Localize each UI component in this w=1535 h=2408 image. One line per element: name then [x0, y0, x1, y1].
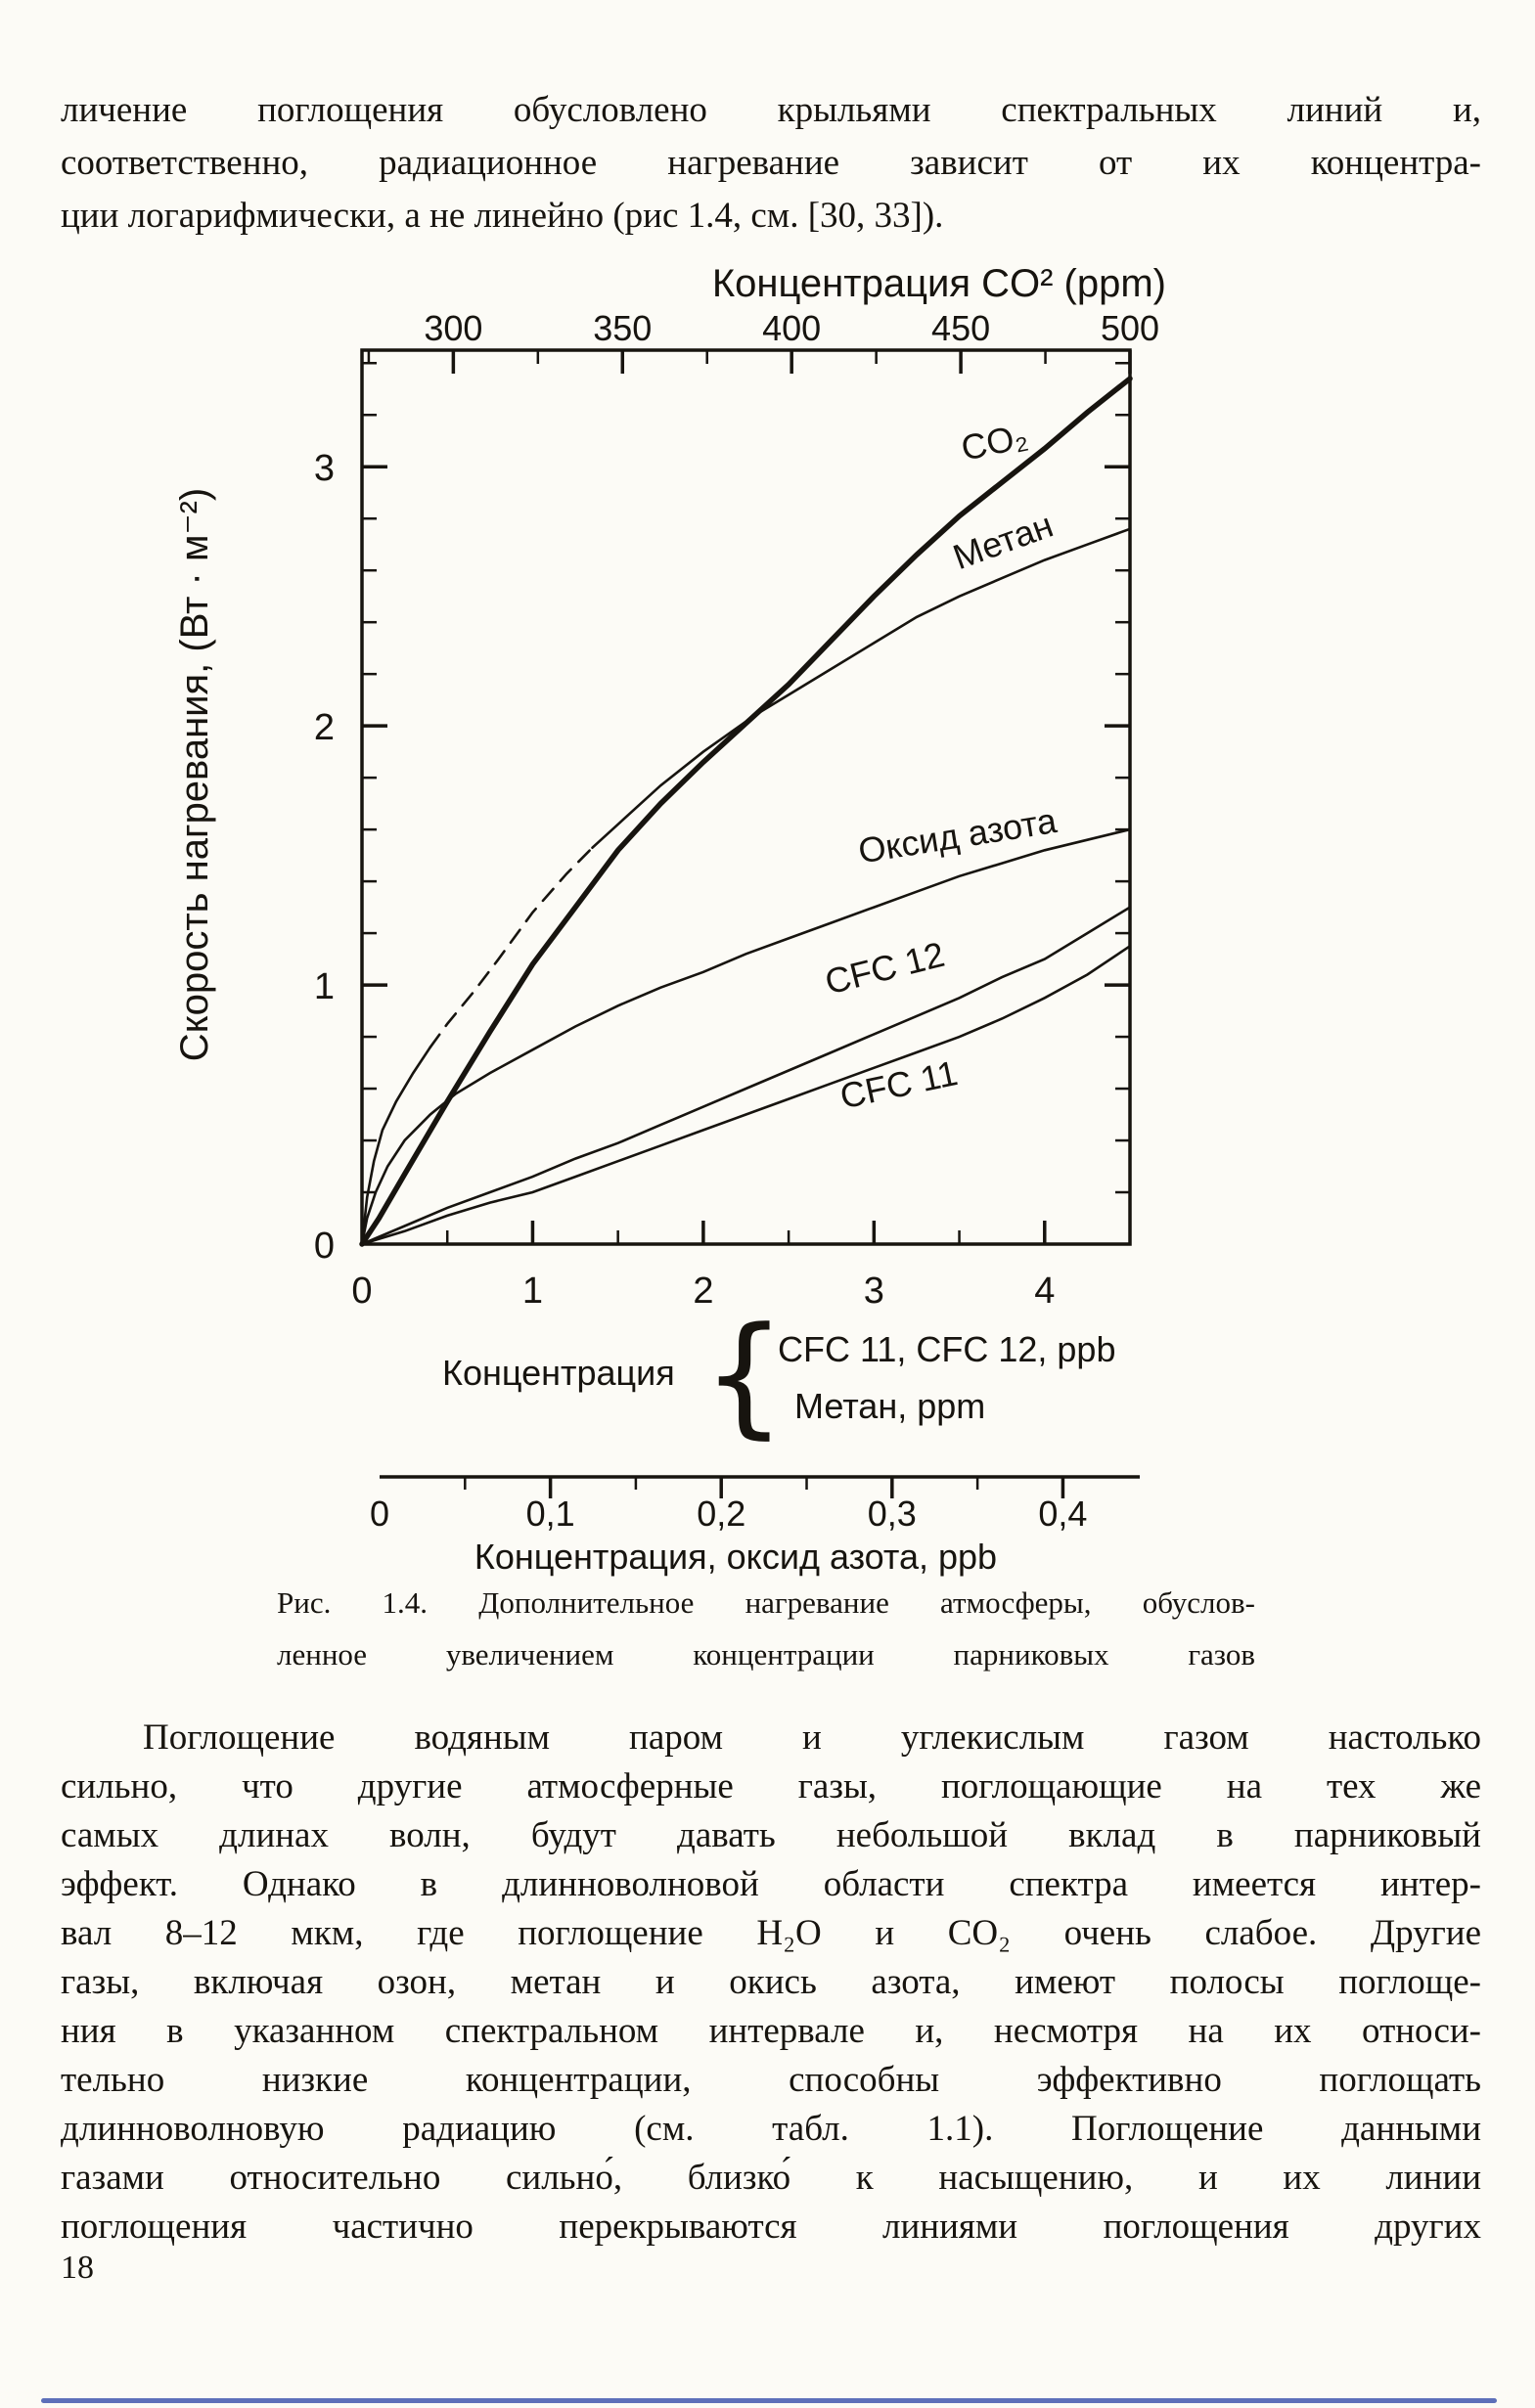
- x-tick-label: 1: [522, 1271, 543, 1312]
- text-line: Поглощение водяным паром и углекислым га…: [143, 1717, 1481, 1758]
- text-line: сильно, что другие атмосферные газы, пог…: [61, 1766, 1481, 1806]
- text-line: ции логарифмически, а не линейно (рис 1.…: [61, 196, 944, 236]
- plot-frame: [360, 348, 1132, 1246]
- x-tick-label: 2: [693, 1271, 713, 1312]
- scan-artifact-line: [41, 2398, 1497, 2403]
- curve-label-cfc11: CFC 11: [836, 1052, 961, 1116]
- y-tick-label: 2: [314, 707, 335, 748]
- n2o-tick-label: 0,2: [697, 1494, 745, 1534]
- top-tick-label: 450: [931, 308, 990, 348]
- body-paragraph-main: Поглощение водяным паром и углекислым га…: [61, 1714, 1481, 2252]
- curve-n2o: [360, 827, 1132, 1246]
- curve-label-co2: CO₂: [958, 416, 1031, 468]
- curve-label-n2o: Оксид азота: [855, 800, 1060, 871]
- text-line: ния в указанном спектральном интервале и…: [61, 2011, 1481, 2051]
- curve-cfc11: [360, 945, 1132, 1246]
- body-paragraph-top: личение поглощения обусловлено крыльями …: [61, 84, 1481, 243]
- caption-line: Рис. 1.4. Дополнительное нагревание атмо…: [277, 1585, 1255, 1620]
- top-tick-label: 500: [1101, 308, 1159, 348]
- x-tick-label: 0: [351, 1271, 372, 1312]
- n2o-tick-label: 0,3: [868, 1494, 917, 1534]
- top-tick-label: 350: [593, 308, 652, 348]
- text-line: самых длинах волн, будут давать небольшо…: [61, 1815, 1481, 1855]
- text-line: поглощения частично перекрываются линиям…: [61, 2207, 1481, 2247]
- top-axis-title: Концентрация CO² (ppm): [712, 262, 1166, 305]
- y-tick-label: 1: [314, 966, 335, 1007]
- curve-methane: [360, 1046, 432, 1246]
- curve-methane: [591, 527, 1132, 849]
- text-line: личение поглощения обусловлено крыльями …: [61, 90, 1481, 130]
- y-axis-title: Скорость нагревания, (Вт · м⁻²): [173, 488, 216, 1061]
- curve-cfc12: [360, 906, 1132, 1246]
- n2o-tick-label: 0,4: [1038, 1494, 1087, 1534]
- x-tick-label: 3: [864, 1271, 884, 1312]
- y-tick-label: 0: [314, 1226, 335, 1267]
- text-line: газами относительно сильно́, близко́ к н…: [61, 2158, 1481, 2198]
- legend-line-methane: Метан, ppm: [794, 1386, 985, 1426]
- top-tick-label: 400: [762, 308, 821, 348]
- curve-label-cfc12: CFC 12: [821, 934, 948, 1003]
- curve-co2: [359, 376, 1133, 1247]
- text-line: длинноволновую радиацию (см. табл. 1.1).…: [61, 2109, 1481, 2149]
- n2o-tick-label: 0: [370, 1494, 389, 1534]
- text-line: вал 8–12 мкм, где поглощение H₂O и CO₂ о…: [61, 1913, 1481, 1953]
- legend-brace: {: [702, 1299, 786, 1451]
- caption-line: ленное увеличением концентрации парников…: [277, 1637, 1255, 1672]
- y-tick-label: 3: [314, 448, 335, 489]
- legend-label-concentration: Концентрация: [442, 1353, 675, 1393]
- text-line: эффект. Однако в длинноволновой области …: [61, 1864, 1481, 1904]
- figure-chart: Концентрация CO² (ppm) Скорость нагреван…: [173, 262, 1166, 1577]
- text-line: газы, включая озон, метан и окись азота,…: [61, 1962, 1481, 2002]
- x-tick-label: 4: [1034, 1271, 1055, 1312]
- n2o-axis-title: Концентрация, оксид азота, ppb: [474, 1537, 997, 1577]
- curve-methane-dashed: [429, 846, 594, 1048]
- text-line: соответственно, радиационное нагревание …: [61, 143, 1481, 183]
- text-line: тельно низкие концентрации, способны эфф…: [61, 2060, 1481, 2100]
- page-number: 18: [61, 2250, 94, 2286]
- figure-caption: Рис. 1.4. Дополнительное нагревание атмо…: [277, 1577, 1255, 1680]
- n2o-tick-label: 0,1: [526, 1494, 575, 1534]
- top-tick-label: 300: [424, 308, 482, 348]
- legend-line-cfc: CFC 11, CFC 12, ppb: [778, 1329, 1115, 1369]
